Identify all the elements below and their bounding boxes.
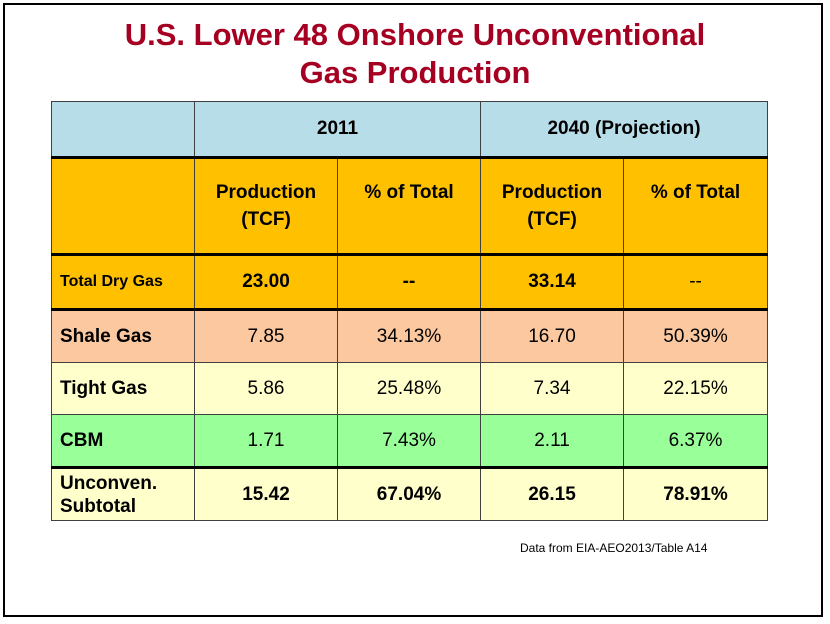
cell-production-2040: 33.14 bbox=[480, 253, 625, 310]
cell-production-2040: 7.34 bbox=[480, 362, 625, 415]
subtotal-label-line-2: Subtotal bbox=[60, 495, 136, 517]
row-label-cbm: CBM bbox=[51, 414, 195, 468]
percent-2040-header-text: % of Total bbox=[650, 182, 741, 203]
production-2040-header-line-2: (TCF) bbox=[527, 209, 577, 230]
cell-production-2011: 1.71 bbox=[194, 414, 338, 468]
production-2040-header: Production (TCF) bbox=[480, 156, 625, 255]
column-header-row: Production (TCF) % of Total Production (… bbox=[51, 156, 769, 255]
cell-percent-2011: 7.43% bbox=[336, 414, 482, 468]
label-header-cell bbox=[51, 156, 195, 255]
percent-2011-header-text: % of Total bbox=[364, 182, 454, 203]
cell-production-2040: 2.11 bbox=[480, 414, 625, 468]
cell-percent-2011: -- bbox=[336, 253, 482, 310]
production-2040-header-line-1: Production bbox=[501, 182, 603, 203]
cell-percent-2040: -- bbox=[623, 253, 769, 310]
cell-production-2011: 5.86 bbox=[194, 362, 338, 415]
table-row: Tight Gas 5.86 25.48% 7.34 22.15% bbox=[51, 362, 769, 415]
cell-percent-2040: 78.91% bbox=[623, 466, 769, 521]
gas-production-table: 2011 2040 (Projection) Production (TCF) … bbox=[51, 101, 769, 521]
cell-percent-2011: 34.13% bbox=[336, 308, 482, 363]
cell-percent-2011: 67.04% bbox=[336, 466, 482, 521]
percent-2011-header: % of Total bbox=[336, 156, 482, 255]
cell-percent-2040: 6.37% bbox=[623, 414, 769, 468]
title-line-1: U.S. Lower 48 Onshore Unconventional bbox=[124, 17, 706, 52]
production-2011-header: Production (TCF) bbox=[194, 156, 338, 255]
table-row: Total Dry Gas 23.00 -- 33.14 -- bbox=[51, 253, 769, 310]
cell-percent-2011: 25.48% bbox=[336, 362, 482, 415]
corner-cell bbox=[51, 101, 195, 158]
subtotal-label-line-1: Unconven. bbox=[60, 472, 158, 494]
cell-production-2011: 7.85 bbox=[194, 308, 338, 363]
table-row: Shale Gas 7.85 34.13% 16.70 50.39% bbox=[51, 308, 769, 363]
cell-production-2011: 23.00 bbox=[194, 253, 338, 310]
source-note: Data from EIA-AEO2013/Table A14 bbox=[520, 541, 708, 555]
row-label-unconven-subtotal: Unconven. Subtotal bbox=[51, 466, 195, 521]
slide-title: U.S. Lower 48 Onshore Unconventional Gas… bbox=[0, 16, 830, 92]
cell-production-2011: 15.42 bbox=[194, 466, 338, 521]
row-label-tight-gas: Tight Gas bbox=[51, 362, 195, 415]
year-2040-header: 2040 (Projection) bbox=[480, 101, 769, 158]
percent-2040-header: % of Total bbox=[623, 156, 769, 255]
table-row: CBM 1.71 7.43% 2.11 6.37% bbox=[51, 414, 769, 468]
cell-production-2040: 16.70 bbox=[480, 308, 625, 363]
year-header-row: 2011 2040 (Projection) bbox=[51, 101, 769, 158]
production-2011-header-line-2: (TCF) bbox=[241, 209, 291, 230]
row-label-shale-gas: Shale Gas bbox=[51, 308, 195, 363]
title-line-2: Gas Production bbox=[299, 55, 531, 90]
production-2011-header-line-1: Production bbox=[215, 182, 317, 203]
table-row: Unconven. Subtotal 15.42 67.04% 26.15 78… bbox=[51, 466, 769, 521]
cell-production-2040: 26.15 bbox=[480, 466, 625, 521]
row-label-total-dry-gas: Total Dry Gas bbox=[51, 253, 195, 310]
cell-percent-2040: 50.39% bbox=[623, 308, 769, 363]
year-2011-header: 2011 bbox=[193, 101, 482, 158]
slide-frame bbox=[3, 3, 823, 617]
cell-percent-2040: 22.15% bbox=[623, 362, 769, 415]
